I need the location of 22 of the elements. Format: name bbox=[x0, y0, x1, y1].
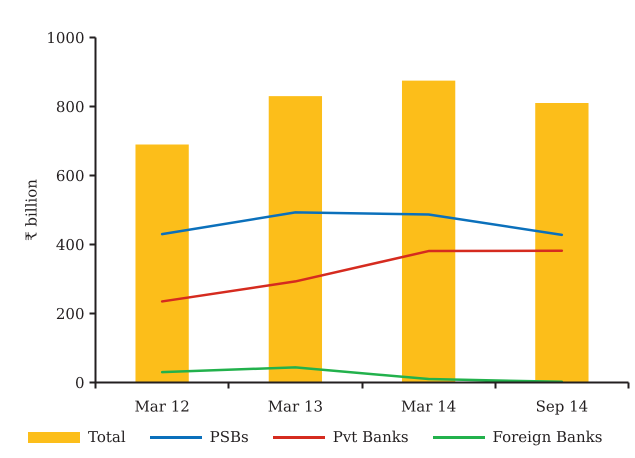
legend-label: Pvt Banks bbox=[332, 427, 409, 448]
y-axis-title: ₹ billion bbox=[22, 178, 40, 241]
bar bbox=[402, 80, 456, 382]
y-tick-label: 400 bbox=[56, 236, 85, 254]
y-tick-label: 0 bbox=[74, 374, 85, 392]
line-series bbox=[160, 249, 564, 303]
bar bbox=[535, 103, 589, 382]
legend-label: Foreign Banks bbox=[492, 427, 602, 448]
x-tick-label: Mar 13 bbox=[268, 398, 324, 416]
x-tick-label: Sep 14 bbox=[536, 398, 588, 416]
line-series bbox=[160, 366, 564, 382]
y-tick-label: 200 bbox=[56, 305, 85, 323]
x-tick-label: Mar 12 bbox=[134, 398, 190, 416]
bar bbox=[135, 144, 189, 382]
line-series bbox=[160, 211, 564, 236]
y-tick-label: 600 bbox=[56, 167, 85, 185]
legend-label: PSBs bbox=[210, 427, 249, 448]
y-tick-label: 1000 bbox=[46, 29, 85, 47]
bar bbox=[268, 96, 322, 382]
x-tick-label: Mar 14 bbox=[400, 398, 456, 416]
y-tick-label: 800 bbox=[56, 98, 85, 116]
legend-label: Total bbox=[88, 427, 126, 448]
